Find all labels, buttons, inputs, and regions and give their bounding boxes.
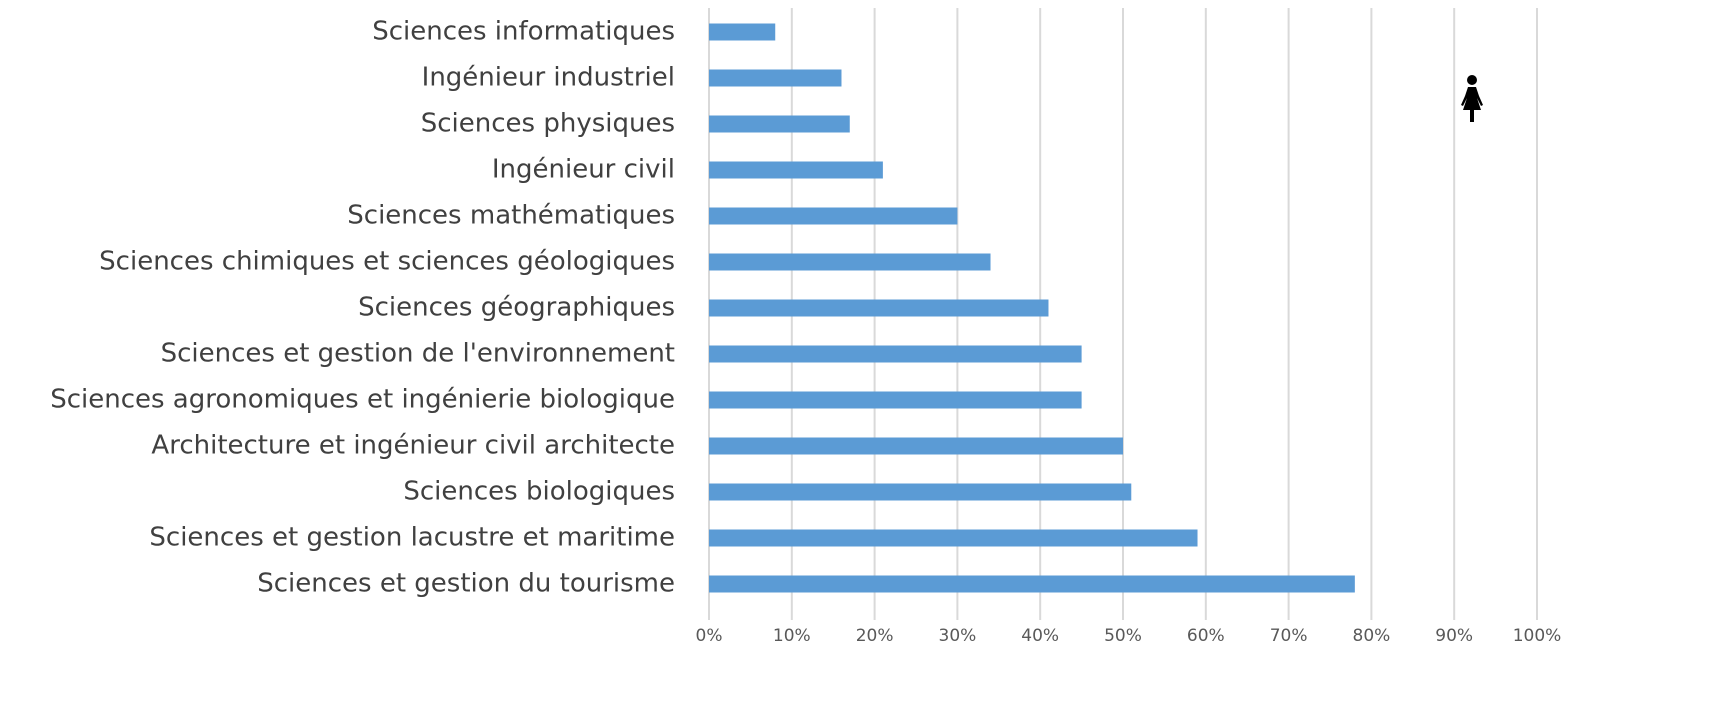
y-tick-label: Sciences chimiques et sciences géologiqu… xyxy=(99,247,675,277)
x-tick-label: 30% xyxy=(939,626,977,646)
bar xyxy=(709,529,1198,547)
x-tick-label: 10% xyxy=(773,626,811,646)
x-tick-label: 90% xyxy=(1435,626,1473,646)
bar xyxy=(709,253,991,271)
bar xyxy=(709,345,1082,363)
y-tick-label: Sciences biologiques xyxy=(403,477,675,507)
x-tick-label: 50% xyxy=(1104,626,1142,646)
x-tick-label: 0% xyxy=(696,626,723,646)
bar xyxy=(709,391,1082,409)
x-tick-label: 60% xyxy=(1187,626,1225,646)
y-tick-label: Sciences mathématiques xyxy=(347,201,675,231)
y-tick-label: Sciences géographiques xyxy=(358,293,675,323)
x-tick-label: 40% xyxy=(1021,626,1059,646)
female-icon xyxy=(1458,68,1486,130)
bar xyxy=(709,115,850,133)
y-tick-label: Sciences informatiques xyxy=(372,17,675,47)
bar xyxy=(709,161,883,179)
y-tick-label: Architecture et ingénieur civil architec… xyxy=(151,431,675,461)
x-tick-label: 70% xyxy=(1270,626,1308,646)
y-tick-label: Sciences agronomiques et ingénierie biol… xyxy=(50,385,675,415)
bar xyxy=(709,23,776,41)
y-tick-label: Sciences et gestion de l'environnement xyxy=(161,339,675,369)
y-tick-label: Ingénieur industriel xyxy=(422,63,675,93)
x-tick-label: 100% xyxy=(1513,626,1562,646)
bar xyxy=(709,575,1355,593)
bar xyxy=(709,483,1132,501)
x-tick-label: 20% xyxy=(856,626,894,646)
bar xyxy=(709,299,1049,317)
x-tick-label: 80% xyxy=(1353,626,1391,646)
y-tick-label: Sciences et gestion du tourisme xyxy=(257,569,675,599)
y-tick-label: Sciences physiques xyxy=(421,109,675,139)
bar xyxy=(709,69,842,87)
bar xyxy=(709,207,958,225)
bars xyxy=(709,23,1355,593)
bar xyxy=(709,437,1123,455)
y-tick-label: Sciences et gestion lacustre et maritime xyxy=(149,523,675,553)
y-tick-label: Ingénieur civil xyxy=(492,155,675,185)
